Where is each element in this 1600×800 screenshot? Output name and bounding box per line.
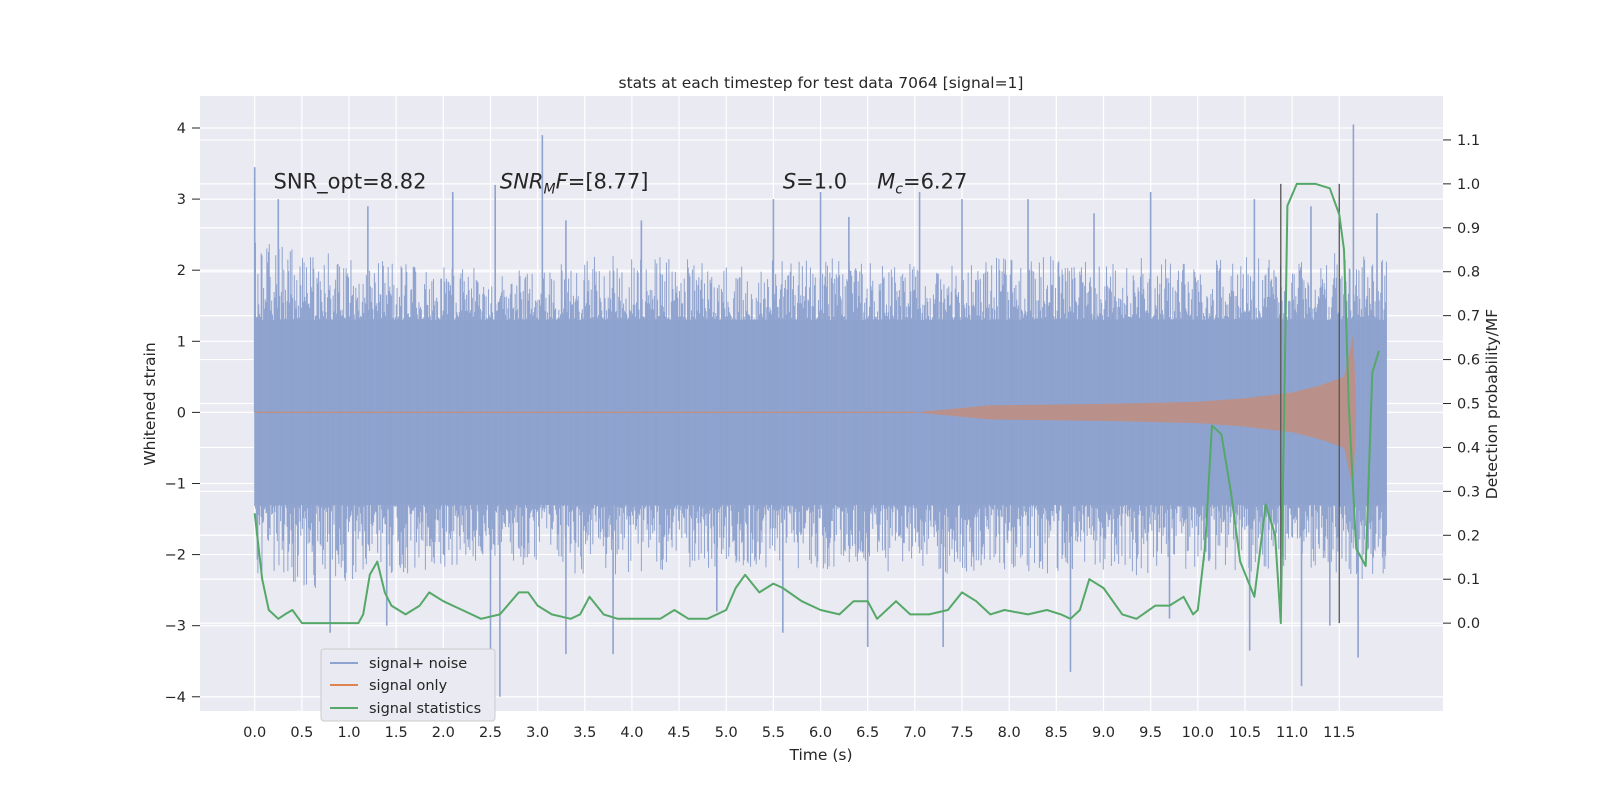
- y-tick-label: −4: [165, 690, 186, 706]
- axis-ticks: 0.0 0.5 1.0 1.5 2.0 2.5 3.0 3.5 4.0 4.5 5.0 5.5 6.0 6…: [165, 121, 1480, 741]
- x-tick-label: 7.5: [950, 725, 973, 741]
- y-right-tick-label: 0.7: [1457, 309, 1480, 325]
- x-tick-label: 8.0: [998, 725, 1021, 741]
- x-tick-label: 0.5: [290, 725, 313, 741]
- x-tick-label: 2.5: [479, 725, 502, 741]
- y-tick-label: −2: [165, 548, 186, 564]
- annotation-0: SNR_opt=8.82: [274, 169, 427, 194]
- y-right-tick-label: 0.8: [1457, 265, 1480, 281]
- x-tick-label: 11.5: [1323, 725, 1355, 741]
- x-tick-label: 6.0: [809, 725, 832, 741]
- x-tick-label: 6.5: [856, 725, 879, 741]
- y-tick-label: 3: [177, 192, 186, 208]
- y-right-tick-label: 0.4: [1457, 440, 1480, 456]
- x-tick-label: 1.0: [337, 725, 360, 741]
- x-tick-label: 5.5: [762, 725, 785, 741]
- y-right-tick-label: 0.9: [1457, 221, 1480, 237]
- x-tick-label: 8.5: [1045, 725, 1068, 741]
- y-right-tick-label: 0.5: [1457, 397, 1480, 413]
- legend-label-signal-statistics: signal statistics: [369, 701, 481, 717]
- legend-box: [320, 648, 496, 722]
- vertical-markers: [1280, 183, 1340, 624]
- annotation-3: Mc=6.27: [877, 169, 967, 197]
- y-right-axis-label: Detection probability/MF: [1483, 309, 1501, 500]
- y-right-tick-label: 1.0: [1457, 177, 1480, 193]
- x-tick-label: 1.5: [385, 725, 408, 741]
- x-tick-label: 5.0: [715, 725, 738, 741]
- x-tick-label: 2.0: [432, 725, 455, 741]
- y-right-tick-label: 0.1: [1457, 572, 1480, 588]
- x-tick-label: 9.5: [1139, 725, 1162, 741]
- y-tick-label: 4: [177, 121, 186, 137]
- x-tick-label: 11.0: [1276, 725, 1308, 741]
- legend: signal+ noise signal only signal statist…: [320, 648, 496, 722]
- y-tick-label: 2: [177, 263, 186, 279]
- x-tick-label: 10.5: [1229, 725, 1261, 741]
- x-axis-label: Time (s): [788, 746, 852, 764]
- y-right-tick-label: 0.0: [1457, 616, 1480, 632]
- annotations: SNR_opt=8.82 SNRMF=[8.77] S=1.0 Mc=6.27: [274, 169, 968, 197]
- y-right-tick-label: 0.3: [1457, 484, 1480, 500]
- annotation-1: SNRMF=[8.77]: [500, 169, 649, 197]
- y-right-tick-label: 1.1: [1457, 133, 1480, 149]
- signal-statistics-series: [253, 182, 1380, 625]
- statistics-line: [253, 182, 1380, 625]
- y-right-tick-label: 0.2: [1457, 528, 1480, 544]
- x-tick-label: 9.0: [1092, 725, 1115, 741]
- signal-envelope: [914, 334, 1357, 491]
- x-tick-label: 0.0: [243, 725, 266, 741]
- chart-title: stats at each timestep for test data 706…: [619, 74, 1024, 92]
- y-tick-label: −1: [165, 476, 186, 492]
- y-axis-label: Whitened strain: [141, 342, 159, 465]
- legend-label-signal-noise: signal+ noise: [369, 656, 467, 672]
- legend-label-signal-only: signal only: [369, 678, 448, 694]
- x-tick-label: 7.0: [903, 725, 926, 741]
- x-tick-label: 4.0: [620, 725, 643, 741]
- x-tick-label: 10.0: [1182, 725, 1214, 741]
- x-tick-label: 4.5: [668, 725, 691, 741]
- x-tick-label: 3.5: [573, 725, 596, 741]
- y-tick-label: 0: [177, 405, 186, 421]
- annotation-2: S=1.0: [783, 169, 847, 193]
- y-tick-label: 1: [177, 334, 186, 350]
- x-tick-label: 3.0: [526, 725, 549, 741]
- y-tick-label: −3: [165, 619, 186, 635]
- y-right-tick-label: 0.6: [1457, 353, 1480, 369]
- signal-only-series: [254, 334, 1357, 491]
